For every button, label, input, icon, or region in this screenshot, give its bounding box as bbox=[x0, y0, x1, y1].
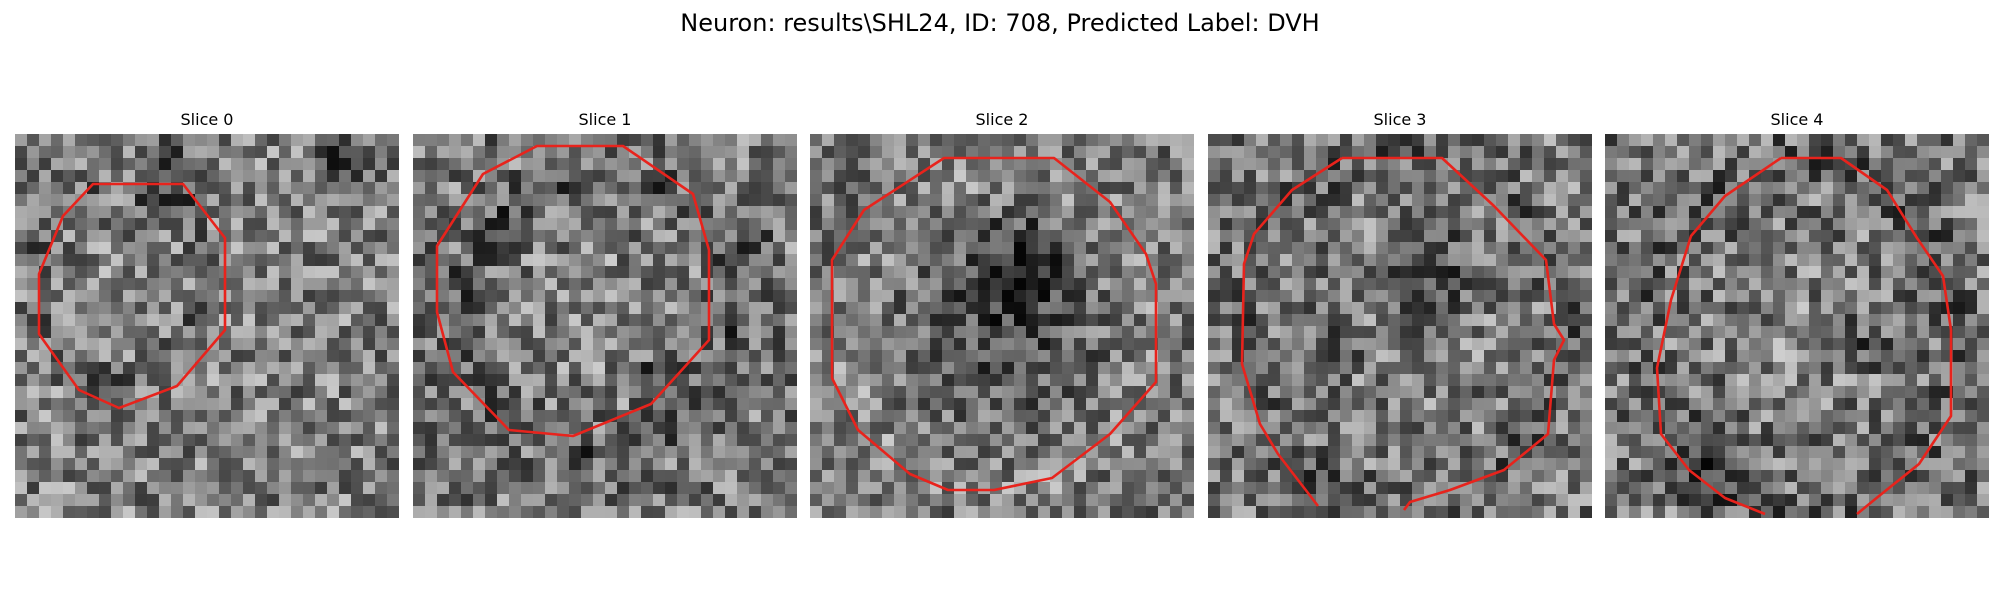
slice-title: Slice 2 bbox=[975, 110, 1029, 129]
image-pixels bbox=[810, 134, 1194, 518]
figure-title: Neuron: results\SHL24, ID: 708, Predicte… bbox=[680, 9, 1320, 37]
image-pixels bbox=[15, 134, 399, 518]
slice-image bbox=[15, 134, 399, 518]
slice-image bbox=[1605, 134, 1989, 518]
slice-image bbox=[810, 134, 1194, 518]
slice-image bbox=[413, 134, 797, 518]
slice-panel-1: Slice 1 bbox=[413, 108, 797, 524]
image-pixels bbox=[1605, 134, 1989, 518]
slice-title: Slice 1 bbox=[578, 110, 632, 129]
slice-panel-0: Slice 0 bbox=[15, 108, 399, 524]
cell-contour bbox=[435, 144, 711, 438]
slice-panel-4: Slice 4 bbox=[1605, 108, 1989, 524]
image-pixels bbox=[1208, 134, 1592, 518]
slice-panel-3: Slice 3 bbox=[1208, 108, 1592, 524]
cell-contour bbox=[830, 156, 1158, 492]
slice-title: Slice 3 bbox=[1373, 110, 1427, 129]
slice-title: Slice 4 bbox=[1770, 110, 1824, 129]
slice-title: Slice 0 bbox=[180, 110, 234, 129]
slice-panel-2: Slice 2 bbox=[810, 108, 1194, 524]
cell-contour-right bbox=[1781, 156, 1953, 516]
cell-contour-left bbox=[1655, 156, 1782, 516]
cell-contour-right bbox=[1342, 156, 1566, 511]
image-pixels bbox=[413, 134, 797, 518]
slice-image bbox=[1208, 134, 1592, 518]
cell-contour-left bbox=[1240, 156, 1343, 507]
cell-contour bbox=[37, 182, 227, 410]
